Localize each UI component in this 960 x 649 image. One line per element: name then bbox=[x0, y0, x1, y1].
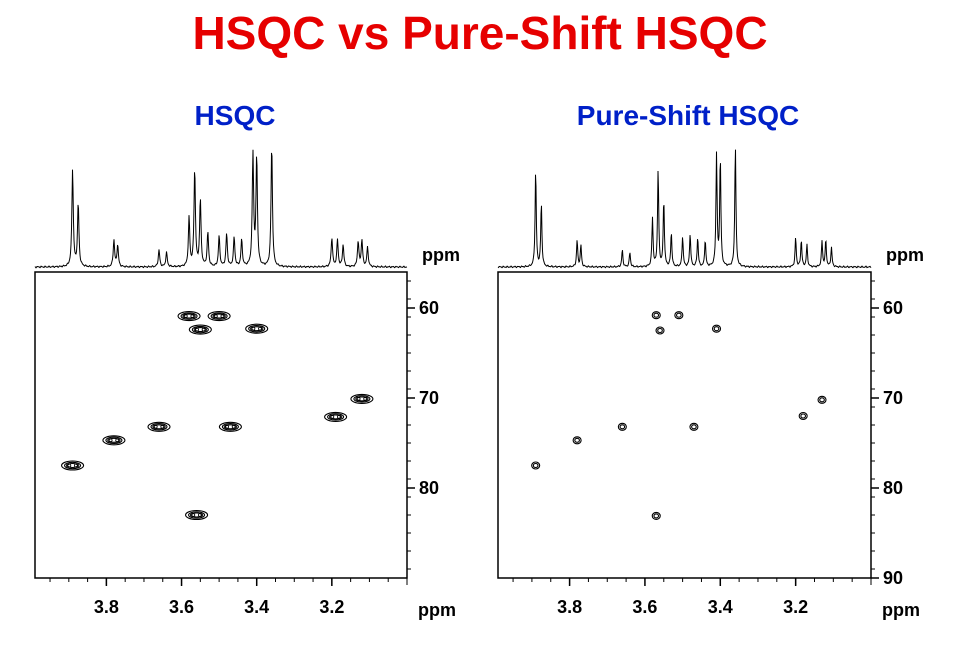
cross-peak bbox=[185, 509, 209, 521]
x-axis-label: ppm bbox=[418, 600, 456, 620]
projection-axis-label: ppm bbox=[886, 245, 924, 265]
cross-peak bbox=[689, 422, 699, 431]
x-axis-label: ppm bbox=[882, 600, 920, 620]
cross-peak bbox=[531, 461, 541, 470]
page-title: HSQC vs Pure-Shift HSQC bbox=[192, 7, 768, 59]
cross-peak bbox=[350, 393, 374, 404]
cross-peak bbox=[651, 311, 661, 320]
projection-spectrum bbox=[34, 149, 408, 269]
y-tick-label: 60 bbox=[419, 298, 439, 318]
cross-peak bbox=[651, 511, 661, 520]
cross-peak bbox=[324, 411, 348, 422]
cross-peak bbox=[177, 311, 201, 322]
y-tick-label: 60 bbox=[883, 298, 903, 318]
y-tick-label: 70 bbox=[419, 388, 439, 408]
hsqc-subtitle: HSQC bbox=[194, 100, 276, 131]
projection-spectrum bbox=[497, 149, 872, 269]
projection-axis-label: ppm bbox=[422, 245, 460, 265]
x-tick-label: 3.8 bbox=[94, 597, 119, 617]
x-tick-label: 3.8 bbox=[557, 597, 582, 617]
x-tick-label: 3.6 bbox=[632, 597, 657, 617]
pure-shift-subtitle: Pure-Shift HSQC bbox=[576, 100, 800, 131]
x-tick-label: 3.4 bbox=[244, 597, 269, 617]
y-tick-label: 90 bbox=[883, 568, 903, 588]
cross-peak bbox=[245, 323, 269, 334]
cross-peak bbox=[817, 395, 827, 404]
x-tick-label: 3.2 bbox=[319, 597, 344, 617]
cross-peak bbox=[655, 326, 665, 335]
cross-peak bbox=[711, 324, 722, 333]
cross-peak bbox=[218, 421, 242, 432]
cross-peak bbox=[617, 422, 627, 431]
cross-peak bbox=[207, 311, 231, 322]
cross-peak bbox=[61, 460, 85, 471]
x-tick-label: 3.4 bbox=[708, 597, 733, 617]
y-tick-label: 80 bbox=[419, 478, 439, 498]
x-tick-label: 3.2 bbox=[783, 597, 808, 617]
y-tick-label: 70 bbox=[883, 388, 903, 408]
plot-frame-1 bbox=[497, 271, 872, 579]
cross-peak bbox=[102, 435, 126, 446]
cross-peak bbox=[572, 436, 582, 445]
x-tick-label: 3.6 bbox=[169, 597, 194, 617]
cross-peak bbox=[147, 421, 171, 432]
y-tick-label: 80 bbox=[883, 478, 903, 498]
cross-peak bbox=[674, 311, 684, 320]
cross-peak bbox=[188, 324, 212, 335]
cross-peak bbox=[798, 411, 808, 421]
